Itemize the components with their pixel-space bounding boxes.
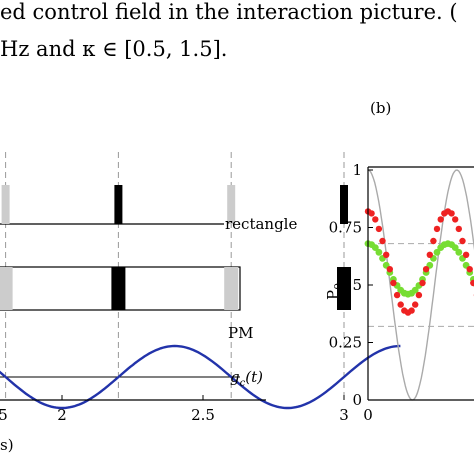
series-1-point [397, 301, 404, 308]
series-1-point [452, 216, 459, 223]
panel-a: rectangle PM gc(t) 22.533.55 s) [0, 152, 474, 454]
panel-b-label: (b) [370, 99, 391, 117]
pm-pulse-0 [0, 267, 13, 310]
series-2-point [411, 286, 419, 294]
caption-line-1: ed control field in the interaction pict… [0, 0, 458, 24]
series-1-point [466, 266, 473, 273]
b-ytick-label-1: 0.25 [329, 334, 362, 352]
rectangle-pulse-1 [114, 185, 123, 224]
caption-line-2: Hz and κ ∈ [0.5, 1.5]. [0, 37, 228, 61]
series-1-point [408, 307, 415, 314]
rectangle-pulse-3 [340, 185, 348, 224]
pm-pulse-2 [224, 267, 239, 310]
series-1-point [426, 251, 433, 258]
series-1-point [433, 225, 441, 233]
pm-label: PM [228, 324, 253, 342]
series-2-point [433, 248, 441, 256]
a-xaxis-unit: s) [0, 436, 14, 454]
series-1-point [368, 210, 375, 217]
p0-ylabel: P0 [324, 283, 345, 300]
series-1-point [390, 279, 397, 287]
gc-label: gc(t) [230, 368, 263, 389]
series-1-point [419, 279, 426, 287]
series-2-point [451, 244, 459, 252]
gc-curve [0, 344, 401, 410]
series-2-point [455, 248, 463, 256]
pm-pulse-3 [337, 267, 351, 310]
panel-b: (b) P0 00.250.50.7510500 [324, 99, 474, 424]
series-2 [364, 240, 474, 298]
b-ytick-label-3: 0.75 [329, 219, 362, 237]
series-1-point [455, 225, 462, 233]
series-1-point [459, 237, 466, 245]
b-xtick-label-0: 0 [363, 406, 373, 424]
b-ytick-label-2: 0.5 [338, 276, 362, 294]
series-2-point [375, 248, 383, 256]
a-xtick-label-0: 2 [57, 406, 67, 424]
rectangle-pulse-2 [227, 185, 236, 224]
b-ytick-label-0: 0 [352, 391, 362, 409]
rectangle-label: rectangle [225, 215, 297, 233]
series-2-point [371, 244, 379, 252]
series-1-point [437, 216, 444, 223]
series-1-point [379, 237, 386, 245]
series-1-point [448, 210, 455, 217]
series-1 [364, 208, 474, 316]
pm-pulse-1 [111, 267, 126, 310]
series-1-point [415, 291, 423, 299]
series-1-point [412, 301, 419, 308]
series-1-point [422, 266, 430, 273]
series-grey-line [367, 169, 474, 401]
series-1-point [430, 237, 437, 245]
series-1-point [393, 291, 401, 299]
a-xtick-label-2: 3 [339, 406, 349, 424]
rectangle-pulse-0 [1, 185, 10, 224]
a-xtick-label-1: 2.5 [191, 406, 215, 424]
series-1-point [383, 251, 390, 258]
series-1-point [372, 216, 379, 223]
series-1-point [375, 225, 383, 233]
b-ytick-label-4: 1 [352, 161, 362, 179]
series-1-point [386, 266, 393, 273]
series-1-point [470, 279, 474, 287]
series-1-point [462, 251, 470, 258]
a-xtick-label-partial: 5 [0, 406, 8, 424]
